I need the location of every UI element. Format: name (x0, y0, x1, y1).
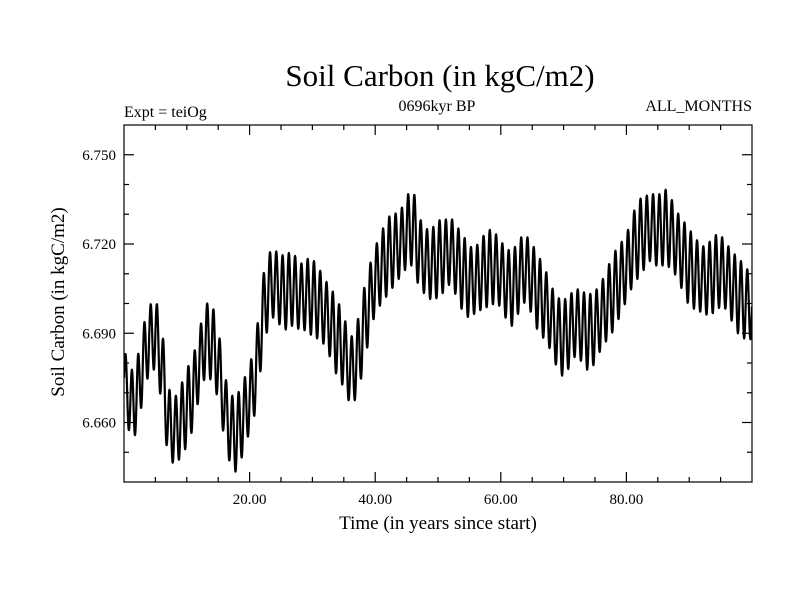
x-axis-label: Time (in years since start) (339, 513, 537, 534)
months-label: ALL_MONTHS (645, 98, 752, 115)
period-label: 0696kyr BP (399, 98, 476, 115)
y-tick-label: 6.750 (82, 148, 116, 164)
y-tick-label: 6.660 (82, 416, 116, 432)
y-axis-label: Soil Carbon (in kgC/m2) (48, 207, 69, 396)
x-tick-label: 20.00 (233, 492, 267, 508)
chart-title: Soil Carbon (in kgC/m2) (285, 58, 594, 93)
experiment-label: Expt = teiOg (124, 104, 207, 121)
x-tick-label: 60.00 (484, 492, 518, 508)
axis-ticks (124, 125, 752, 482)
y-tick-label: 6.690 (82, 326, 116, 342)
x-tick-label: 80.00 (610, 492, 644, 508)
tick-labels: 20.00 40.00 60.00 80.00 6.660 6.690 6.720 6.750 (82, 148, 643, 508)
x-tick-label: 40.00 (358, 492, 392, 508)
y-tick-label: 6.720 (82, 237, 116, 253)
plot-frame (123, 124, 753, 483)
soil-carbon-series-line (124, 188, 752, 473)
